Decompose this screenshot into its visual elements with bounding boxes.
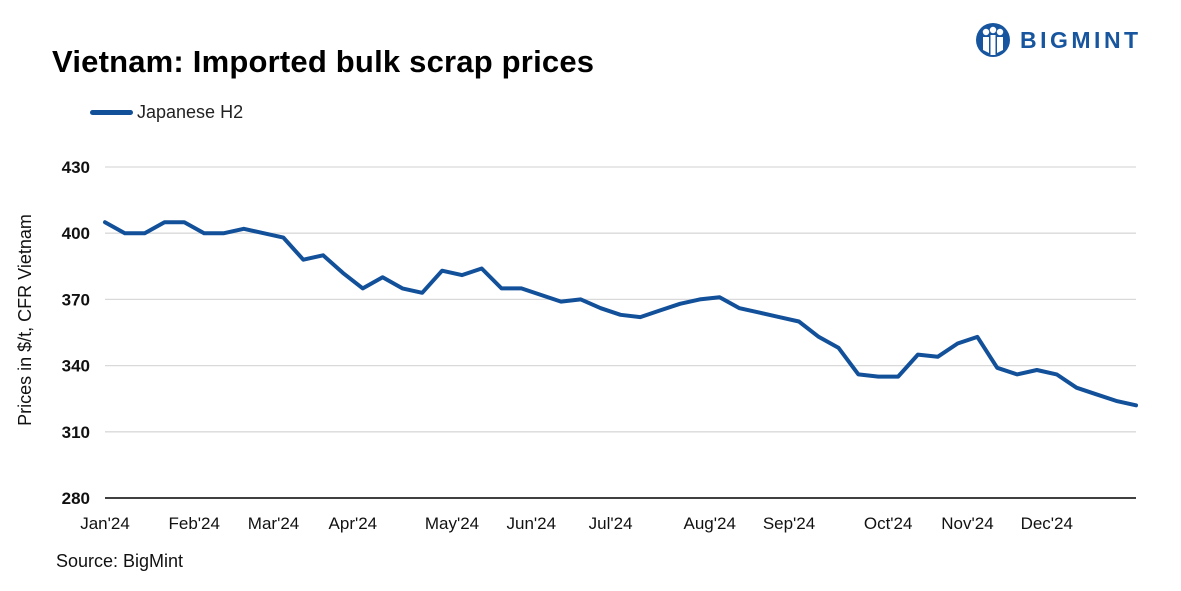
x-tick-label: Feb'24 (168, 514, 219, 533)
series-line-japanese-h2 (103, 220, 1138, 408)
x-tick-label: Jun'24 (506, 514, 556, 533)
gridlines (105, 166, 1136, 499)
x-tick-label: Apr'24 (329, 514, 378, 533)
brand-logo: BIGMINT (974, 22, 1142, 58)
x-tick-label: Aug'24 (684, 514, 736, 533)
legend: Japanese H2 (90, 102, 243, 123)
brand-name: BIGMINT (1020, 26, 1142, 53)
x-tick-label: Dec'24 (1021, 514, 1073, 533)
legend-label: Japanese H2 (137, 102, 244, 122)
source-note: Source: BigMint (56, 551, 184, 571)
y-axis-label: Prices in $/t, CFR Vietnam (15, 214, 35, 426)
y-tick-label: 430 (62, 158, 90, 177)
bigmint-logo-icon (976, 23, 1010, 57)
y-tick-label: 280 (62, 489, 90, 508)
x-tick-label: Jul'24 (589, 514, 633, 533)
x-tick-label: Oct'24 (864, 514, 913, 533)
legend-swatch (90, 110, 133, 115)
x-tick-label: Mar'24 (248, 514, 299, 533)
x-tick-label: Jan'24 (80, 514, 130, 533)
y-tick-label: 400 (62, 224, 90, 243)
x-tick-label: Sep'24 (763, 514, 815, 533)
y-axis: 280 310 340 370 400 430 (62, 158, 90, 508)
x-tick-label: May'24 (425, 514, 479, 533)
x-tick-label: Nov'24 (941, 514, 993, 533)
series-group (103, 220, 1138, 408)
y-tick-label: 340 (62, 357, 90, 376)
chart-title: Vietnam: Imported bulk scrap prices (52, 44, 595, 79)
y-tick-label: 370 (62, 290, 90, 309)
x-axis: Jan'24 Feb'24 Mar'24 Apr'24 May'24 Jun'24 Jul'… (80, 514, 1073, 533)
y-tick-label: 310 (62, 423, 90, 442)
